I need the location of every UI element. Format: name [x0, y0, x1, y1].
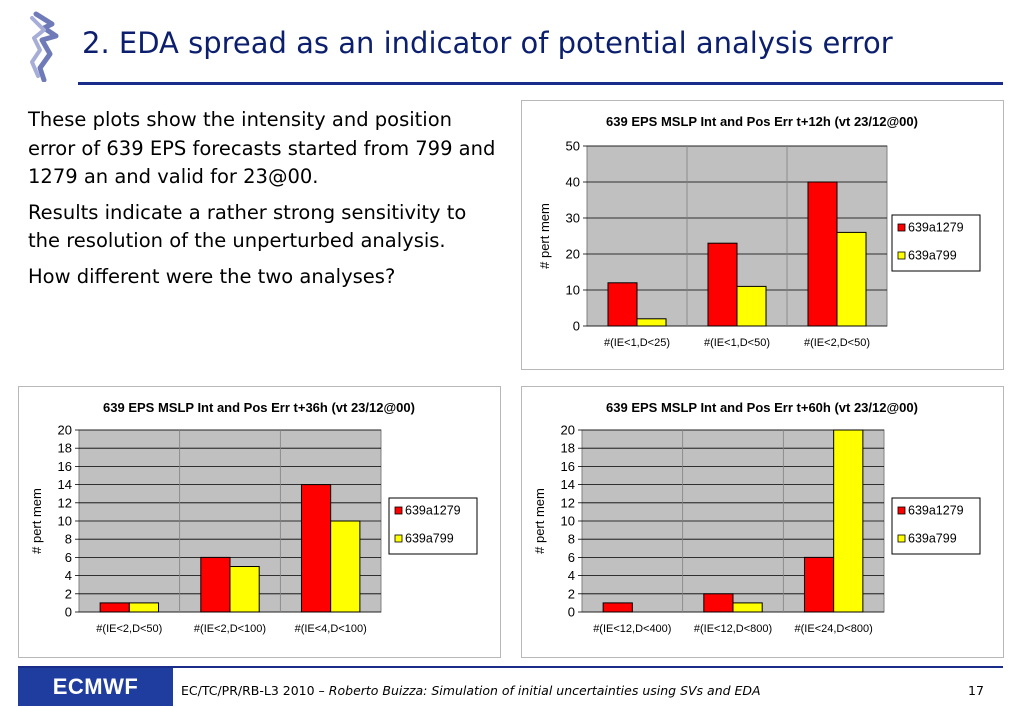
y-tick-label: 40: [566, 175, 580, 190]
chart-t60h-svg: 639 EPS MSLP Int and Pos Err t+60h (vt 2…: [532, 400, 981, 635]
legend-label-639a1279: 639a1279: [405, 504, 461, 518]
bar-639a799: [330, 520, 361, 613]
y-tick-label: 8: [65, 532, 72, 547]
legend-swatch-639a1279: [394, 506, 403, 515]
x-tick-label: #(IE<2,D<50): [96, 623, 162, 635]
page-number: 17: [968, 683, 984, 698]
x-tick-label: #(IE<4,D<100): [295, 623, 367, 635]
bar-639a1279: [300, 484, 332, 613]
y-tick-label: 10: [561, 514, 575, 529]
y-tick-label: 14: [561, 477, 575, 492]
y-tick-label: 20: [561, 423, 575, 438]
legend-swatch-639a799: [897, 534, 906, 543]
paragraph-1: These plots show the intensity and posit…: [28, 108, 496, 188]
legend-label-639a1279: 639a1279: [908, 221, 964, 235]
y-tick-label: 16: [561, 459, 575, 474]
bar-639a1279: [607, 282, 638, 327]
bar-639a1279: [602, 602, 633, 613]
x-tick-label: #(IE<2,D<100): [194, 623, 266, 635]
y-tick-label: 10: [58, 514, 72, 529]
footer-ref: EC/TC/PR/RB-L3 2010 –: [181, 683, 329, 698]
chart-t36h-svg: 639 EPS MSLP Int and Pos Err t+36h (vt 2…: [29, 400, 478, 635]
footer-divider: [18, 666, 1003, 668]
legend-label-639a1279: 639a1279: [908, 504, 964, 518]
y-tick-label: 6: [65, 550, 72, 565]
chart-t12h: 639 EPS MSLP Int and Pos Err t+12h (vt 2…: [521, 100, 1004, 370]
y-tick-label: 14: [58, 477, 72, 492]
y-tick-label: 18: [561, 441, 575, 456]
y-tick-label: 2: [65, 586, 72, 601]
legend-box: [388, 497, 478, 555]
chart-t36h: 639 EPS MSLP Int and Pos Err t+36h (vt 2…: [18, 386, 501, 658]
ecmwf-figure-logo-icon: [30, 11, 59, 82]
y-tick-label: 30: [566, 211, 580, 226]
y-tick-label: 12: [561, 495, 575, 510]
x-tick-label: #(IE<2,D<50): [804, 337, 870, 349]
chart-t60h: 639 EPS MSLP Int and Pos Err t+60h (vt 2…: [521, 386, 1004, 658]
legend-swatch-639a1279: [897, 506, 906, 515]
bar-639a799: [128, 602, 160, 613]
page-title: 2. EDA spread as an indicator of potenti…: [82, 26, 893, 60]
paragraph-3: How different were the two analyses?: [28, 264, 396, 288]
y-tick-label: 8: [568, 532, 575, 547]
bar-639a1279: [99, 602, 130, 613]
bar-639a799: [833, 429, 864, 613]
legend-label-639a799: 639a799: [908, 532, 957, 546]
legend-swatch-639a799: [394, 534, 403, 543]
chart-title: 639 EPS MSLP Int and Pos Err t+60h (vt 2…: [606, 400, 918, 415]
bar-639a799: [732, 602, 763, 613]
y-tick-label: 18: [58, 441, 72, 456]
chart-t12h-svg: 639 EPS MSLP Int and Pos Err t+12h (vt 2…: [537, 114, 981, 349]
ecmwf-logo-text: ECMWF: [52, 674, 139, 699]
legend-box: [891, 214, 981, 272]
legend-label-639a799: 639a799: [405, 532, 454, 546]
y-axis-label: # pert mem: [532, 488, 547, 554]
x-tick-label: #(IE<12,D<800): [694, 623, 772, 635]
y-tick-label: 0: [65, 605, 72, 620]
bar-639a799: [736, 285, 767, 327]
ecmwf-logo: ECMWF: [18, 668, 173, 706]
y-axis-label: # pert mem: [537, 203, 552, 269]
bar-639a1279: [807, 181, 838, 327]
y-tick-label: 50: [566, 139, 580, 154]
y-tick-label: 16: [58, 459, 72, 474]
y-tick-label: 4: [65, 568, 72, 583]
bar-639a799: [636, 318, 667, 327]
legend-swatch-639a1279: [897, 223, 906, 232]
y-tick-label: 0: [568, 605, 575, 620]
x-tick-label: #(IE<24,D<800): [795, 623, 873, 635]
bar-639a799: [229, 566, 260, 613]
y-tick-label: 4: [568, 568, 575, 583]
y-tick-label: 12: [58, 495, 72, 510]
paragraph-2: Results indicate a rather strong sensiti…: [28, 200, 467, 253]
x-tick-label: #(IE<1,D<50): [704, 337, 770, 349]
bar-639a1279: [703, 593, 734, 613]
bar-639a1279: [200, 556, 231, 613]
y-tick-label: 6: [568, 550, 575, 565]
legend-swatch-639a799: [897, 251, 906, 260]
title-divider: [78, 82, 1003, 85]
y-tick-label: 10: [566, 283, 580, 298]
legend-box: [891, 497, 981, 555]
legend-label-639a799: 639a799: [908, 249, 957, 263]
x-tick-label: #(IE<1,D<25): [604, 337, 670, 349]
footer-citation-text: Roberto Buizza: Simulation of initial un…: [328, 683, 761, 698]
bar-639a1279: [707, 242, 738, 327]
x-tick-label: #(IE<12,D<400): [593, 623, 671, 635]
y-tick-label: 20: [58, 423, 72, 438]
chart-title: 639 EPS MSLP Int and Pos Err t+12h (vt 2…: [606, 114, 918, 129]
y-axis-label: # pert mem: [29, 488, 44, 554]
y-tick-label: 20: [566, 247, 580, 262]
chart-title: 639 EPS MSLP Int and Pos Err t+36h (vt 2…: [103, 400, 415, 415]
footer-citation: EC/TC/PR/RB-L3 2010 – Roberto Buizza: Si…: [181, 683, 761, 698]
y-tick-label: 0: [573, 319, 580, 334]
body-text: These plots show the intensity and posit…: [28, 106, 498, 298]
bar-639a1279: [803, 556, 835, 613]
bar-639a799: [836, 231, 867, 327]
y-tick-label: 2: [568, 586, 575, 601]
